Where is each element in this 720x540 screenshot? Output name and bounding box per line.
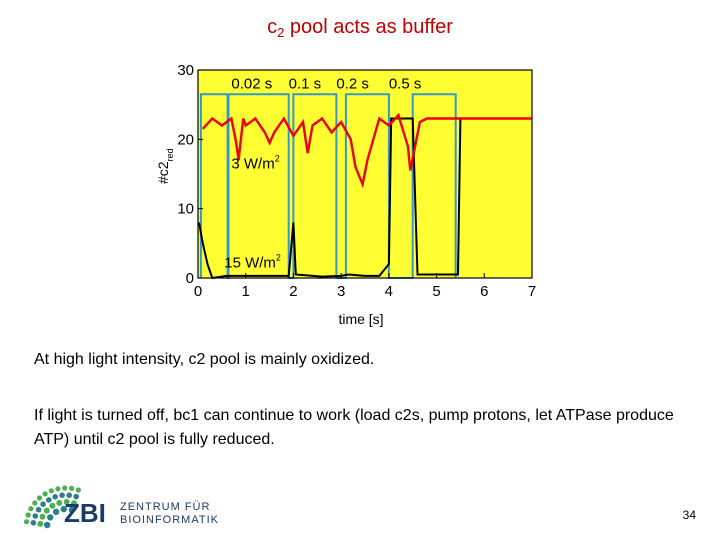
logo-dot	[39, 513, 46, 520]
logo-dot	[52, 494, 58, 500]
y-tick-label: 0	[186, 270, 194, 287]
series-line-2	[201, 112, 532, 189]
logo-dot	[25, 512, 31, 518]
logo-dot	[43, 507, 50, 514]
x-axis-label: time [s]	[338, 311, 383, 327]
logo-dot	[56, 499, 63, 506]
logo-dot	[35, 506, 42, 513]
x-tick-label: 3	[337, 283, 345, 300]
zbi-logo-line2: BIOINFORMATIK	[120, 514, 219, 526]
logo-dot	[44, 521, 51, 529]
logo-dot	[66, 492, 72, 498]
logo-dot	[69, 485, 75, 491]
slide-title-rest: pool acts as buffer	[284, 16, 453, 38]
x-tick-label: 6	[480, 283, 488, 300]
y-axis-label-main: #c2	[155, 161, 171, 184]
annotation-text: 0.5 s	[389, 76, 422, 93]
c2-time-chart: 0 1 2 3 4 5 6 7 0 10 20 30 time [s] #c2red 0.02 s 0.1 s…	[148, 62, 548, 334]
slide-title-subscript: 2	[277, 25, 285, 40]
x-tick-label: 2	[289, 283, 297, 300]
logo-dot	[59, 492, 65, 498]
x-tick-label: 4	[385, 283, 393, 300]
annotation-text: 0.2 s	[336, 76, 369, 93]
y-tick-label: 10	[177, 201, 194, 218]
x-tick-label: 5	[432, 283, 440, 300]
logo-dot	[37, 520, 44, 527]
logo-dot	[68, 506, 76, 514]
chart-annotation: 3 W/m2	[231, 153, 279, 172]
slide-title: c2 pool acts as buffer	[0, 16, 720, 40]
chart-annotation: 0.1 s	[289, 76, 322, 93]
logo-dot	[63, 499, 70, 505]
logo-dot	[62, 485, 68, 491]
x-tick-label: 0	[194, 283, 202, 300]
x-tick-label: 7	[528, 283, 536, 300]
logo-dot	[46, 497, 52, 503]
logo-dot	[49, 502, 56, 509]
logo-dot	[23, 519, 30, 525]
paragraph-light-off: If light is turned off, bc1 can continue…	[34, 407, 674, 448]
annotation-text: 15 W/m	[224, 255, 276, 272]
annotation-superscript: 2	[276, 253, 281, 263]
annotation-text: 0.02 s	[231, 76, 272, 93]
plot-frame	[197, 69, 533, 279]
annotation-superscript: 2	[275, 153, 280, 163]
y-axis-label: #c2red	[155, 148, 175, 184]
logo-dot	[47, 514, 54, 521]
logo-dot	[40, 501, 46, 507]
zbi-logo: ZBI ZENTRUM FÜR BIOINFORMATIK	[23, 485, 219, 529]
logo-dot	[60, 505, 67, 513]
x-tick-label: 1	[242, 283, 250, 300]
annotation-text: 3 W/m	[231, 155, 274, 172]
annotation-text: 0.1 s	[289, 76, 322, 93]
chart-annotation: 15 W/m2	[224, 253, 281, 272]
logo-dot	[52, 508, 60, 515]
chart-annotation: 0.02 s	[231, 76, 272, 93]
zbi-logo-abbr: ZBI	[64, 498, 106, 528]
paragraph-high-light: At high light intensity, c2 pool is main…	[34, 351, 375, 368]
logo-dot	[48, 488, 54, 494]
y-axis-label-sub: red	[165, 148, 175, 161]
logo-dot	[42, 491, 48, 497]
logo-dot	[30, 520, 37, 526]
logo-dot	[71, 500, 77, 507]
zbi-logo-line1: ZENTRUM FÜR	[120, 501, 210, 513]
chart-annotation: 0.5 s	[389, 76, 422, 93]
logo-dot	[28, 506, 34, 512]
logo-dot	[32, 513, 39, 519]
chart-svg: 0 1 2 3 4 5 6 7 0 10 20 30 time [s] #c2red 0.02 s 0.1 s…	[155, 62, 536, 327]
logo-dot	[55, 486, 61, 492]
zbi-dot-arc-icon	[23, 485, 81, 529]
page-number: 34	[682, 508, 696, 522]
logo-dot	[75, 487, 81, 493]
chart-annotation: 0.2 s	[336, 76, 369, 93]
logo-dot	[36, 495, 43, 501]
logo-dot	[73, 493, 79, 500]
slide-title-main: c	[267, 16, 278, 38]
logo-dot	[32, 500, 38, 506]
y-tick-label: 20	[177, 131, 194, 148]
y-tick-label: 30	[177, 62, 194, 79]
